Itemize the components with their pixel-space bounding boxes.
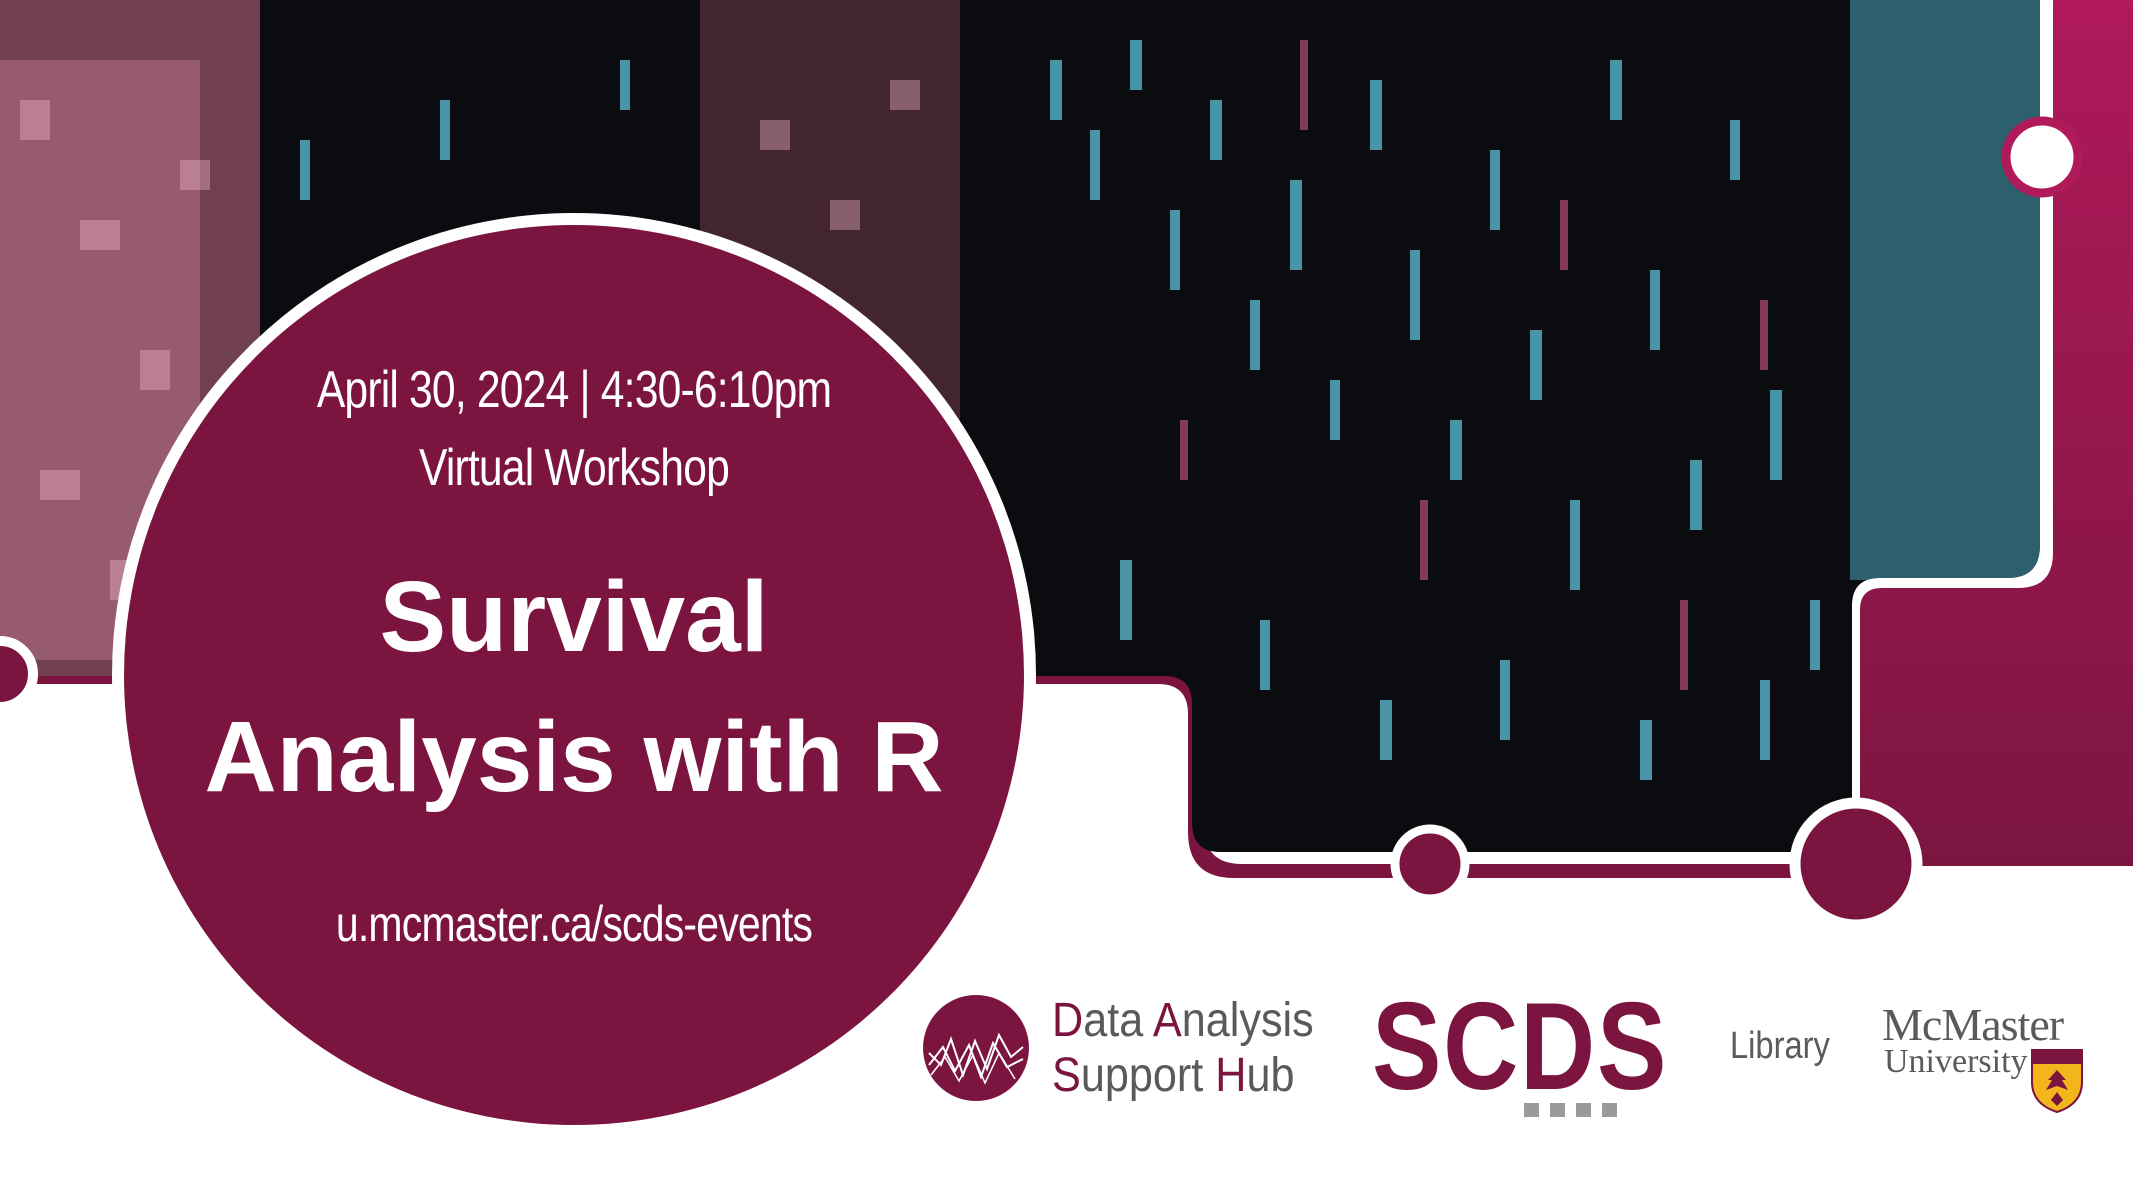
event-format: Virtual Workshop: [418, 439, 730, 497]
scds-logo-bars: [1524, 1103, 1644, 1117]
event-circle: [124, 225, 1024, 1125]
hub-text-ata: ata: [1083, 994, 1153, 1047]
data-chart-icon: [923, 995, 1029, 1101]
hub-letter-s: S: [1052, 1049, 1081, 1102]
event-title-line1: Survival: [379, 561, 769, 673]
crest-icon: [2031, 1049, 2083, 1114]
side-panel: [1860, 0, 2133, 866]
abstract-photo: [0, 0, 2040, 852]
scds-logo: SCDS: [1372, 978, 1669, 1116]
bottom-large-dot: [1789, 797, 1923, 931]
hub-letter-d: D: [1052, 994, 1084, 1047]
hub-logo-line2: Support Hub: [1052, 1048, 1295, 1103]
hub-text-nalysis: nalysis: [1181, 994, 1314, 1047]
hub-text-ub: ub: [1246, 1049, 1295, 1102]
event-url[interactable]: u.mcmaster.ca/scds-events: [335, 896, 813, 952]
library-label: Library: [1730, 1025, 1830, 1067]
hub-logo-line1: Data Analysis: [1052, 993, 1314, 1048]
left-edge-dot: [0, 636, 38, 712]
mcmaster-university: University: [1884, 1043, 2028, 1080]
hub-text-upport: upport: [1080, 1049, 1216, 1102]
mcmaster-name: McMaster: [1882, 999, 2064, 1050]
bottom-small-dot: [1390, 824, 1470, 904]
top-right-dot: [2001, 116, 2083, 198]
event-title-line2: Analysis with R: [204, 701, 944, 813]
event-date-time: April 30, 2024 | 4:30-6:10pm: [316, 361, 832, 419]
hub-letter-a: A: [1152, 994, 1182, 1047]
hub-letter-h: H: [1215, 1049, 1247, 1102]
